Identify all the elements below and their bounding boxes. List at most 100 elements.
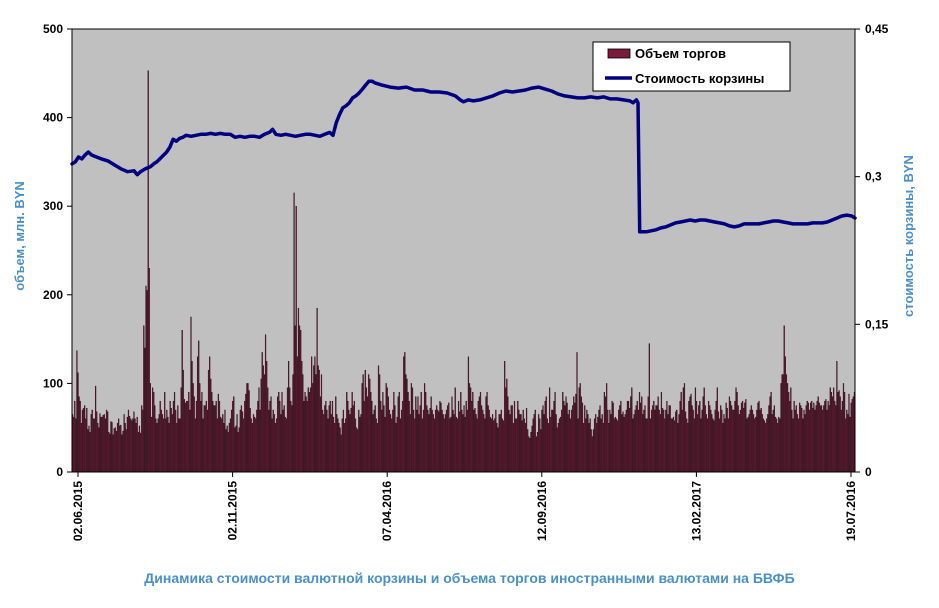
volume-bar [652, 406, 653, 472]
volume-bar [476, 414, 477, 472]
volume-bar [821, 406, 822, 472]
volume-bar [413, 410, 414, 472]
volume-bar [749, 414, 750, 472]
volume-bar [675, 412, 676, 472]
volume-bar [593, 429, 594, 472]
volume-bar [767, 414, 768, 472]
volume-bar [471, 401, 472, 472]
volume-bar [463, 414, 464, 472]
volume-bar [585, 419, 586, 472]
volume-bar [575, 394, 576, 472]
volume-bar [620, 401, 621, 472]
volume-bar [673, 417, 674, 472]
volume-bar [851, 403, 852, 472]
volume-bar [168, 417, 169, 472]
volume-bar [354, 401, 355, 472]
volume-bar [666, 401, 667, 472]
volume-bar [137, 417, 138, 472]
volume-bar [699, 401, 700, 472]
volume-bar [801, 408, 802, 472]
volume-bar [826, 399, 827, 472]
volume-bar [539, 419, 540, 472]
volume-bar [242, 412, 243, 472]
volume-bar [172, 414, 173, 472]
volume-bar [567, 403, 568, 472]
volume-bar [378, 366, 379, 472]
volume-bar [457, 419, 458, 472]
volume-bar [774, 406, 775, 472]
volume-bar [220, 417, 221, 472]
volume-bar [779, 419, 780, 472]
volume-bar [694, 419, 695, 472]
volume-bar [784, 326, 785, 472]
volume-bar [204, 406, 205, 472]
volume-bar [114, 429, 115, 472]
volume-bar [205, 406, 206, 472]
volume-bar [282, 392, 283, 472]
volume-bar [365, 370, 366, 472]
volume-bar [384, 406, 385, 472]
volume-bar [751, 406, 752, 472]
volume-bar [108, 432, 109, 472]
volume-bar [829, 406, 830, 472]
volume-bar [351, 408, 352, 472]
volume-bar [454, 414, 455, 472]
volume-bar [775, 417, 776, 472]
volume-bar [647, 419, 648, 472]
volume-bar [794, 401, 795, 472]
volume-bar [764, 421, 765, 472]
volume-bar [482, 410, 483, 472]
volume-bar [217, 419, 218, 472]
volume-bar [404, 352, 405, 472]
volume-bar [533, 419, 534, 472]
volume-bar [464, 406, 465, 472]
volume-bar [300, 330, 301, 472]
volume-bar [631, 388, 632, 472]
volume-bar [691, 394, 692, 472]
volume-bar [420, 406, 421, 472]
volume-bar [641, 397, 642, 472]
volume-bar [849, 394, 850, 472]
volume-bar [107, 412, 108, 472]
volume-bar [578, 419, 579, 472]
volume-bar [737, 392, 738, 472]
volume-bar [82, 410, 83, 472]
volume-bar [773, 410, 774, 472]
volume-bar [502, 419, 503, 472]
volume-bar [381, 410, 382, 472]
volume-bar [208, 370, 209, 472]
volume-bar [478, 401, 479, 472]
volume-bar [291, 406, 292, 472]
volume-bar [529, 438, 530, 472]
volume-bar [558, 423, 559, 472]
volume-bar [441, 403, 442, 472]
volume-bar [200, 401, 201, 472]
volume-bar [785, 357, 786, 472]
volume-bar [141, 406, 142, 472]
volume-bar [98, 428, 99, 472]
volume-bar [262, 352, 263, 472]
volume-bar [427, 410, 428, 472]
volume-bar [347, 401, 348, 472]
volume-bar [102, 417, 103, 472]
volume-bar [799, 403, 800, 472]
volume-bar [624, 417, 625, 472]
volume-bar [259, 388, 260, 472]
volume-bar [707, 419, 708, 472]
volume-bar [722, 423, 723, 472]
volume-bar [838, 392, 839, 472]
volume-bar [306, 397, 307, 472]
volume-bar [813, 403, 814, 472]
volume-bar [182, 330, 183, 472]
volume-bar [492, 414, 493, 472]
volume-bar [410, 414, 411, 472]
volume-bar [523, 410, 524, 472]
volume-bar [236, 426, 237, 472]
volume-bar [671, 419, 672, 472]
volume-bar [513, 423, 514, 472]
volume-bar [323, 414, 324, 472]
volume-bar [599, 410, 600, 472]
volume-bar [193, 383, 194, 472]
volume-bar [672, 419, 673, 472]
volume-bar [787, 383, 788, 472]
